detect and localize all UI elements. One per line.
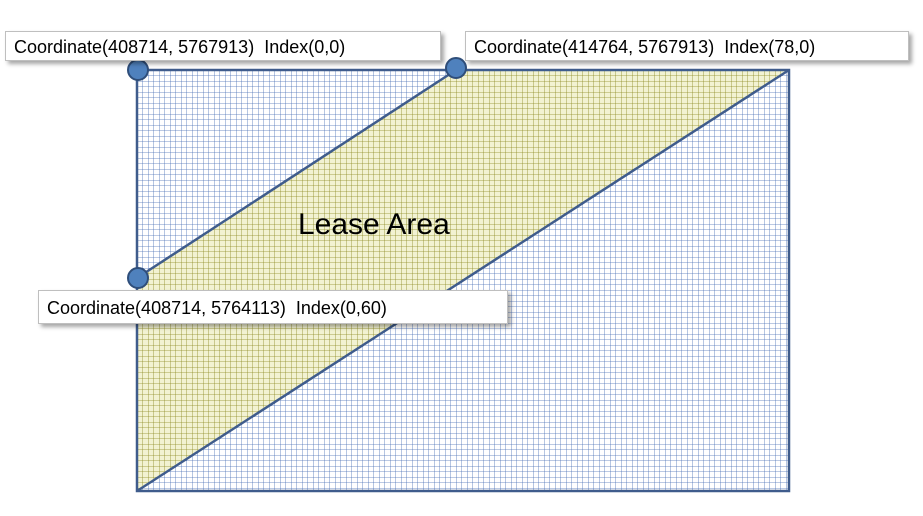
lease-lower-boundary [136, 68, 790, 493]
corner-marker-top-right [445, 57, 467, 79]
corner-marker-bottom-left [127, 267, 149, 289]
corner-marker-top-left [127, 59, 149, 81]
callout-top-left-coordinate: Coordinate(408714, 5767913) Index(0,0) [5, 31, 441, 61]
callout-bottom-left-coordinate: Coordinate(408714, 5764113) Index(0,60) [38, 290, 508, 324]
lease-upper-boundary [136, 68, 457, 280]
lease-area-label: Lease Area [298, 208, 450, 241]
callout-top-right-coordinate: Coordinate(414764, 5767913) Index(78,0) [465, 31, 909, 61]
